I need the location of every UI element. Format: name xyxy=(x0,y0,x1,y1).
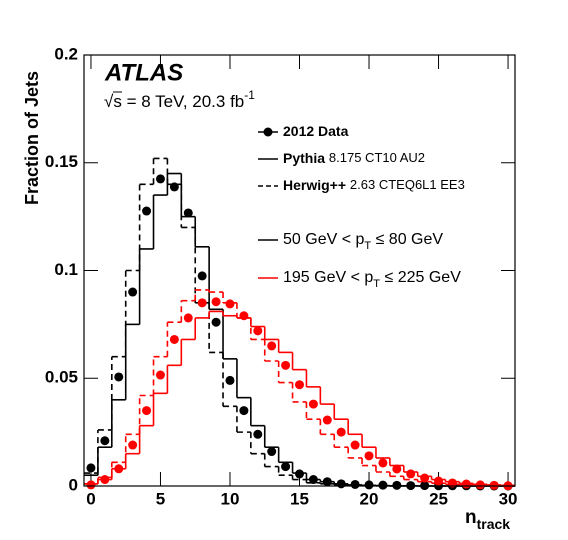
legend-entry: 2012 Data xyxy=(283,123,349,139)
legend-entry: 195 GeV < pT ≤ 225 GeV xyxy=(283,269,461,290)
data-point xyxy=(155,370,165,380)
y-tick-label: 0.15 xyxy=(45,152,78,171)
data-point xyxy=(169,334,179,344)
data-point xyxy=(211,297,221,307)
data-point xyxy=(378,480,388,490)
x-tick-label: 25 xyxy=(429,489,448,508)
data-point xyxy=(461,479,471,489)
x-label-sub: track xyxy=(477,516,511,532)
data-point xyxy=(350,479,360,489)
legend-text: 2.63 CTEQ6L1 EE3 xyxy=(350,177,465,192)
data-point xyxy=(86,480,96,490)
legend-text: 8.175 CT10 AU2 xyxy=(329,150,425,165)
data-point xyxy=(211,317,221,327)
data-point xyxy=(378,458,388,468)
root-sign: √ xyxy=(104,92,114,111)
data-point xyxy=(100,475,110,485)
data-point xyxy=(392,480,402,490)
data-point xyxy=(281,360,291,370)
data-point xyxy=(142,406,152,416)
data-point xyxy=(420,473,430,483)
x-label-main: n xyxy=(465,507,477,528)
data-point xyxy=(128,287,138,297)
data-point xyxy=(308,399,318,409)
y-tick-label: 0 xyxy=(69,475,78,494)
data-point xyxy=(155,174,165,184)
data-point xyxy=(239,406,249,416)
x-tick-label: 30 xyxy=(499,489,518,508)
experiment-label: ATLAS xyxy=(104,59,183,86)
energy-text: s = 8 TeV, 20.3 fb xyxy=(113,92,244,111)
data-point xyxy=(183,313,193,323)
data-point xyxy=(114,372,124,382)
data-point xyxy=(475,480,485,490)
legend-text: 195 GeV < p xyxy=(283,269,373,286)
x-tick-label: 20 xyxy=(360,489,379,508)
data-point xyxy=(350,440,360,450)
data-point xyxy=(253,326,263,336)
legend-sub: T xyxy=(364,240,371,252)
data-point xyxy=(295,469,304,479)
legend-bold: Herwig++ xyxy=(283,177,346,193)
x-tick-label: 0 xyxy=(86,489,95,508)
data-point xyxy=(364,451,374,461)
data-point xyxy=(169,182,179,192)
data-point xyxy=(447,478,457,488)
legend-entry: Pythia 8.175 CT10 AU2 xyxy=(283,150,425,166)
data-point xyxy=(197,298,207,308)
data-point xyxy=(267,341,277,351)
data-point xyxy=(267,447,277,457)
data-point xyxy=(183,208,193,218)
y-tick-label: 0.1 xyxy=(54,260,78,279)
data-point xyxy=(322,415,332,425)
data-point xyxy=(128,440,138,450)
legend-entry: Herwig++ 2.63 CTEQ6L1 EE3 xyxy=(283,177,465,193)
data-point xyxy=(364,480,374,490)
data-point xyxy=(434,476,444,486)
legend-sub: T xyxy=(373,278,380,290)
energy-label: √s = 8 TeV, 20.3 fb-1 xyxy=(104,88,255,111)
data-point xyxy=(489,480,499,490)
data-point xyxy=(114,464,124,474)
data-point xyxy=(295,380,304,390)
legend-marker xyxy=(263,127,273,137)
legend-text: 50 GeV < p xyxy=(283,231,364,248)
data-point xyxy=(308,475,318,485)
x-tick-label: 5 xyxy=(156,489,165,508)
y-tick-label: 0.05 xyxy=(45,368,78,387)
legend-entry: 50 GeV < pT ≤ 80 GeV xyxy=(283,231,443,252)
data-point xyxy=(336,479,346,489)
energy-sup: -1 xyxy=(244,88,255,102)
data-point xyxy=(142,206,152,216)
data-point xyxy=(253,429,263,439)
x-axis-label: ntrack xyxy=(465,507,510,532)
data-point xyxy=(322,477,332,487)
data-point xyxy=(225,375,235,385)
data-point xyxy=(100,436,110,446)
data-point xyxy=(197,271,207,281)
plot-frame xyxy=(83,54,516,487)
legend-bold: Pythia xyxy=(283,150,325,166)
y-axis-label: Fraction of Jets xyxy=(22,71,42,205)
data-point xyxy=(392,464,402,474)
data-point xyxy=(336,427,346,437)
data-point xyxy=(406,469,416,479)
data-point xyxy=(281,462,291,472)
legend-text: ≤ 80 GeV xyxy=(371,231,443,248)
x-tick-label: 10 xyxy=(221,489,240,508)
data-point xyxy=(86,463,96,473)
legend-text: ≤ 225 GeV xyxy=(380,269,461,286)
data-point xyxy=(239,311,249,321)
x-tick-label: 15 xyxy=(290,489,309,508)
data-point xyxy=(225,299,235,309)
y-tick-label: 0.2 xyxy=(54,44,78,63)
legend-bold: 2012 Data xyxy=(283,123,349,139)
